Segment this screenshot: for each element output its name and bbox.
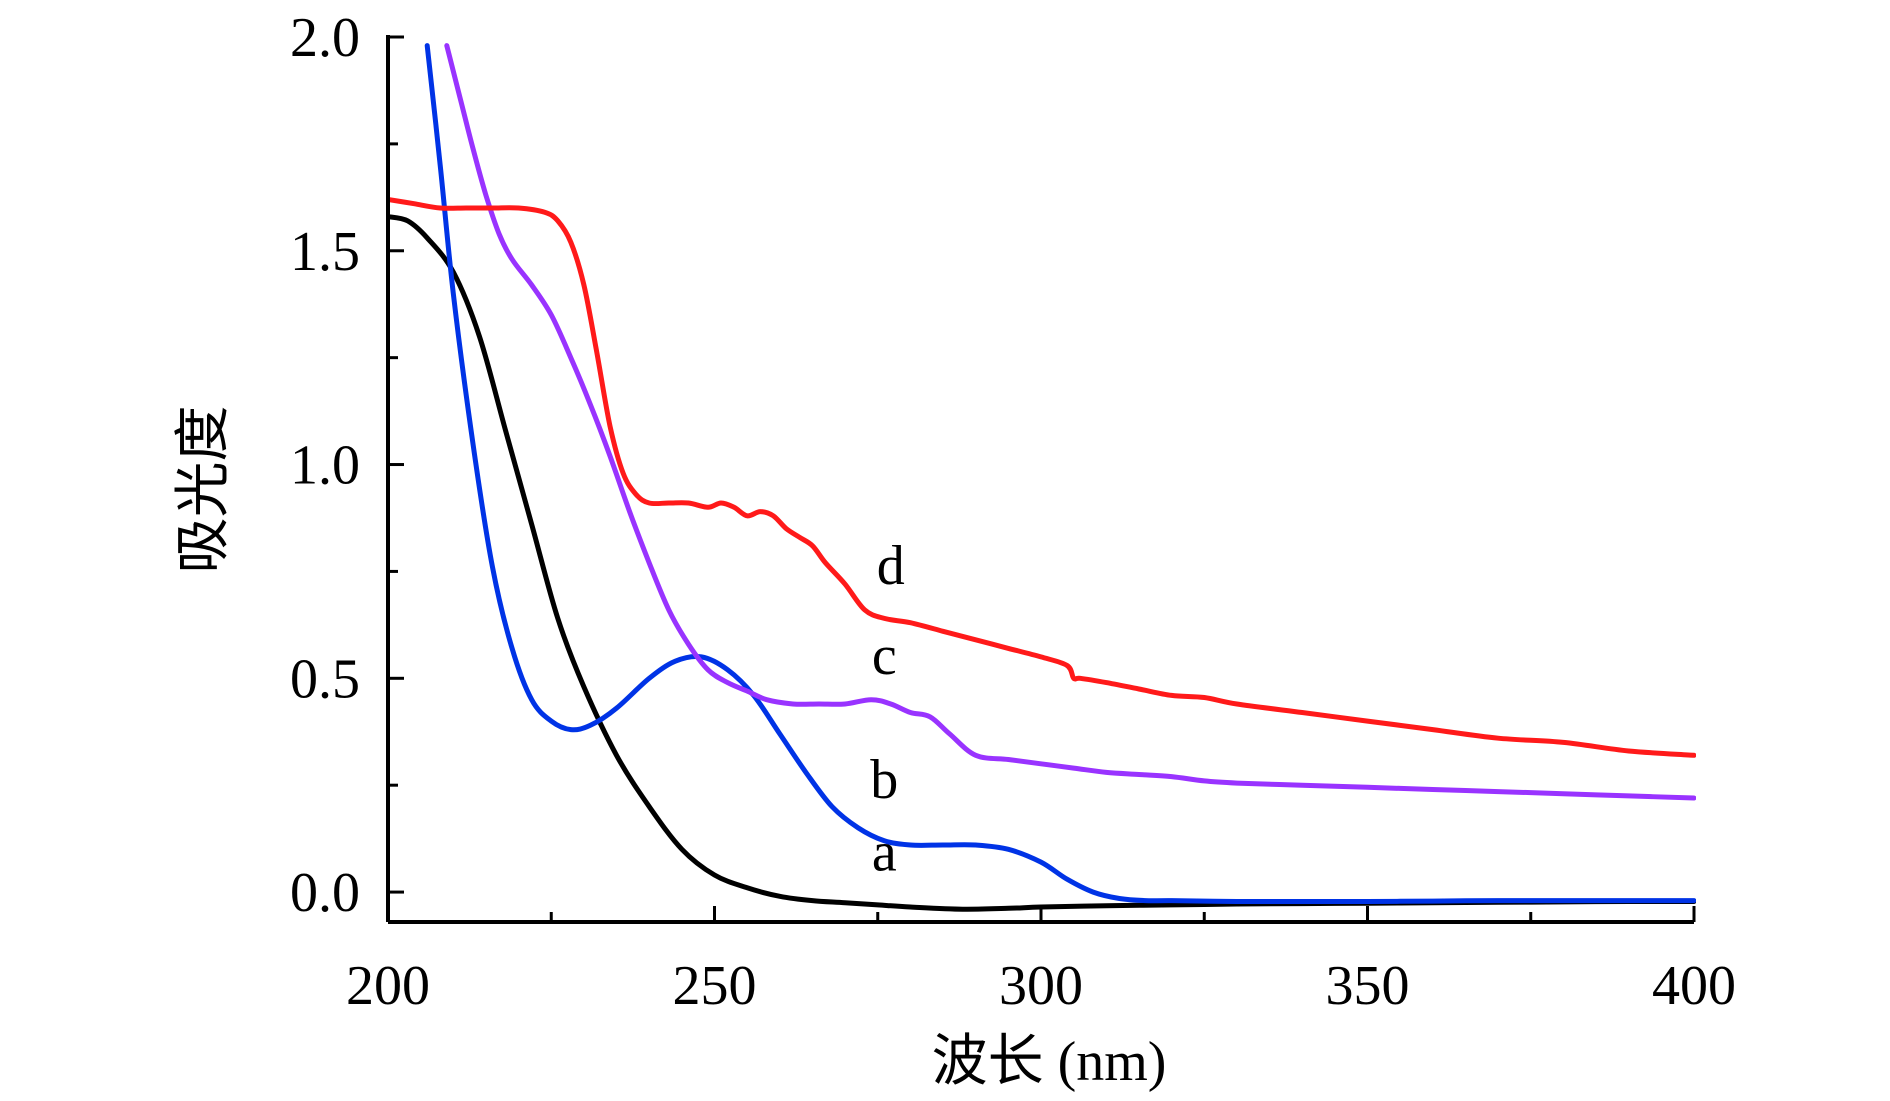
y-tick-label: 1.5 [290, 221, 360, 283]
y-axis-title: 吸光度 [173, 406, 235, 574]
curve-label-d: d [877, 535, 905, 597]
curve-label-c: c [872, 625, 897, 687]
x-tick-label: 300 [999, 955, 1083, 1017]
series-line-d [388, 197, 1696, 758]
y-tick-label: 2.0 [290, 7, 360, 69]
y-tick-label: 0.5 [290, 648, 360, 710]
y-tick-label: 1.0 [290, 435, 360, 497]
series-line-b [424, 43, 1696, 905]
ticks-layer [386, 35, 1696, 922]
series-line-c [444, 43, 1696, 801]
x-tick-label: 350 [1326, 955, 1410, 1017]
axes-layer [386, 35, 1694, 924]
series-layer [388, 43, 1696, 912]
x-tick-label: 200 [346, 955, 430, 1017]
y-tick-label: 0.0 [290, 862, 360, 924]
curve-label-a: a [872, 822, 897, 884]
curve-label-b: b [870, 749, 898, 811]
x-axis-title: 波长 (nm) [932, 1031, 1167, 1093]
x-tick-label: 250 [673, 955, 757, 1017]
series-line-a [388, 214, 1696, 912]
x-tick-label: 400 [1652, 955, 1736, 1017]
